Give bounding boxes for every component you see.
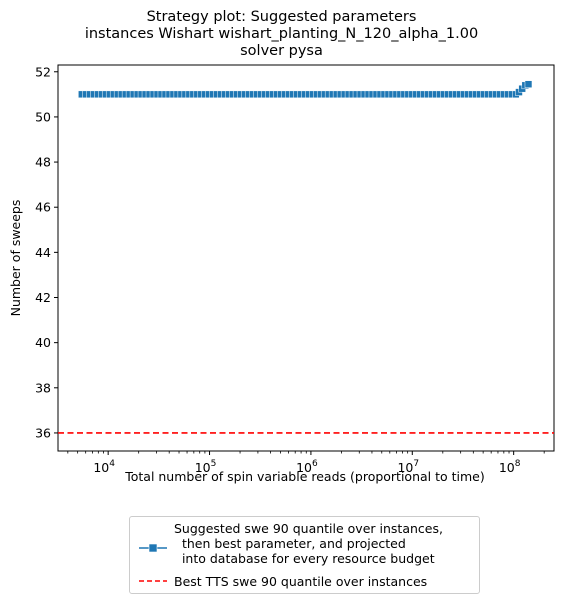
legend: Suggested swe 90 quantile over instances… [129, 516, 480, 594]
suggested-series-marker [524, 80, 533, 88]
plot-area [57, 64, 555, 452]
y-tick-label: 40 [35, 335, 51, 350]
y-tick-label: 42 [35, 290, 51, 305]
series-lines [58, 83, 554, 434]
y-tick-label: 52 [35, 64, 51, 79]
y-tick-label: 36 [35, 425, 51, 440]
y-tick-label: 38 [35, 380, 51, 395]
series-markers [78, 80, 533, 99]
legend-label-best-tts: Best TTS swe 90 quantile over instances [174, 574, 428, 589]
y-tick-label: 44 [35, 245, 51, 260]
chart-title-line-1: Strategy plot: Suggested parameters [146, 9, 417, 25]
y-tick-label: 50 [35, 109, 51, 124]
y-tick-label: 48 [35, 155, 51, 170]
chart-title-line-2: instances Wishart wishart_planting_N_120… [84, 26, 479, 42]
x-tick-label: 104 [93, 459, 115, 475]
chart-title-line-3: solver pysa [240, 43, 323, 59]
x-tick-label: 108 [499, 459, 521, 475]
y-tick-label: 46 [35, 200, 51, 215]
x-axis-label: Total number of spin variable reads (pro… [124, 469, 485, 484]
y-axis-label: Number of sweeps [8, 200, 23, 317]
dashed-line-icon [139, 580, 167, 582]
legend-label-suggested: Suggested swe 90 quantile over instances… [174, 521, 443, 566]
y-axis-ticks: 36 38 40 42 44 46 48 50 52 [35, 64, 58, 440]
line-square-marker-icon [139, 543, 167, 553]
